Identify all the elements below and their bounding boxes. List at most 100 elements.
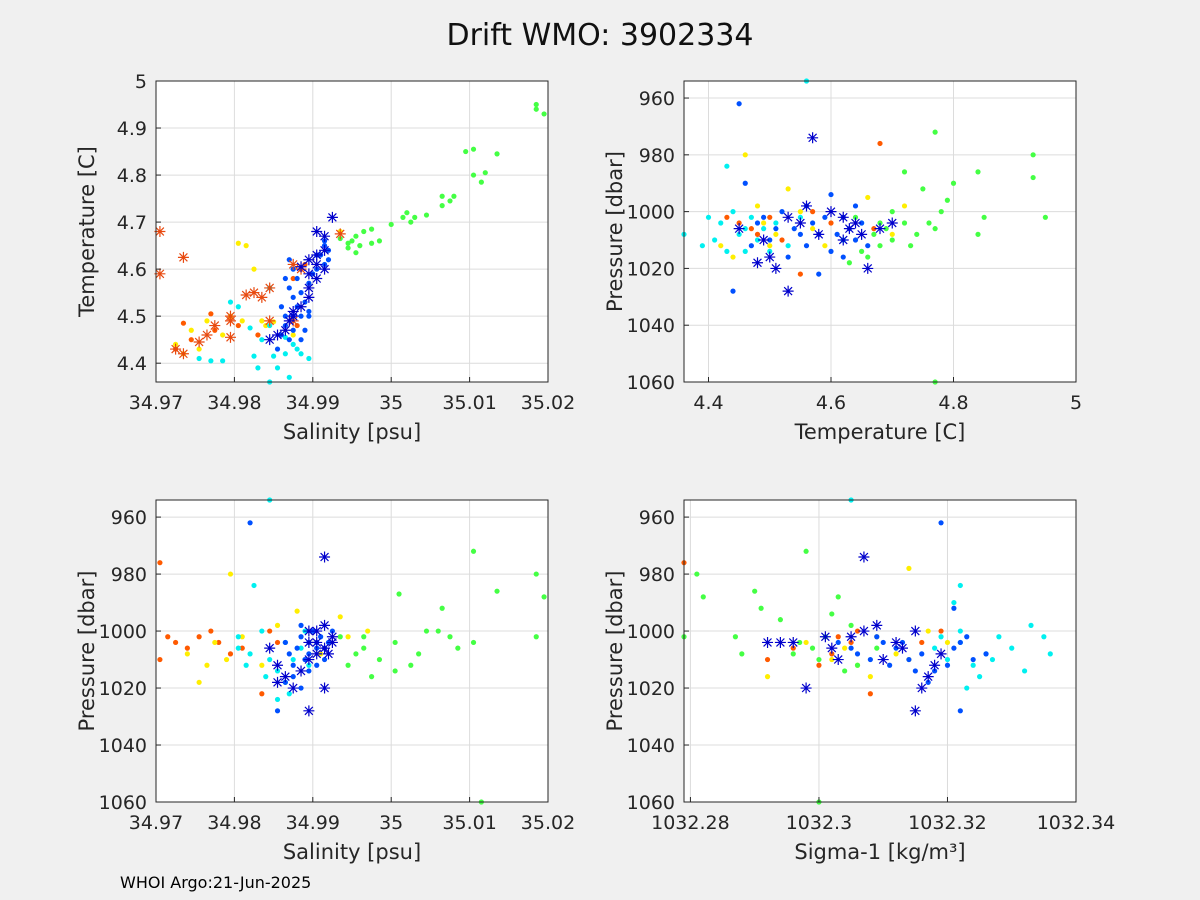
data-point [196, 346, 202, 352]
data-point [274, 365, 281, 371]
data-point [251, 582, 257, 589]
data-point [874, 634, 880, 640]
data-point [282, 639, 288, 646]
data-point [470, 172, 477, 178]
data-point [184, 651, 190, 657]
data-point [901, 169, 908, 175]
plot-area [156, 81, 548, 382]
data-point [204, 662, 210, 668]
data-point [267, 379, 273, 385]
data-marks [681, 497, 1053, 805]
star-marker [303, 654, 315, 666]
data-point [290, 327, 296, 333]
data-point [970, 656, 976, 663]
star-marker [311, 648, 323, 660]
y-tick-label: 1040 [99, 735, 147, 757]
data-point [294, 322, 300, 329]
data-point [754, 231, 761, 237]
data-point [840, 237, 846, 243]
data-point [259, 337, 265, 343]
data-point [412, 214, 418, 220]
data-point [944, 656, 951, 663]
y-axis-label: Pressure [dbar] [603, 151, 627, 312]
x-tick-label: 34.99 [286, 812, 340, 834]
data-point [767, 237, 773, 243]
dot-series-0 [681, 560, 944, 697]
dot-series-4 [846, 129, 1048, 385]
data-point [306, 313, 312, 319]
dot-series-2 [196, 285, 312, 385]
star-marker [264, 334, 276, 346]
star-marker [272, 659, 284, 671]
star-marker [283, 315, 295, 327]
data-point [748, 243, 754, 249]
data-point [848, 645, 854, 651]
data-point [874, 645, 880, 651]
star-marker [311, 625, 323, 637]
data-point [816, 656, 822, 663]
star-marker [871, 619, 883, 631]
data-point [889, 231, 895, 237]
y-tick-label: 4.6 [117, 259, 147, 281]
star-marker [856, 228, 868, 240]
dot-series-4 [681, 548, 880, 805]
data-point [865, 254, 871, 260]
data-point [255, 365, 261, 371]
star-marker [922, 671, 934, 683]
data-point [854, 651, 861, 657]
data-point [314, 252, 320, 258]
data-point [208, 311, 214, 317]
y-axis-label: Temperature [C] [75, 146, 99, 318]
x-axis-label: Salinity [psu] [283, 420, 421, 444]
y-tick-label: 1020 [99, 678, 147, 700]
star-marker [334, 228, 346, 240]
data-point [938, 628, 944, 634]
data-point [533, 571, 539, 577]
ticks: 4.4 4.6 4.8 5 960 980 1000 1020 1040 1060 [627, 88, 1082, 414]
data-point [294, 275, 300, 282]
data-point [243, 243, 249, 249]
star-marker [264, 642, 276, 654]
y-tick-label: 1060 [627, 372, 675, 394]
data-point [790, 645, 796, 651]
data-point [874, 634, 880, 640]
star-marker [862, 262, 874, 274]
data-point [840, 254, 846, 260]
data-point [859, 220, 865, 226]
star-marker [916, 682, 928, 694]
dot-series-0 [157, 560, 281, 697]
axes-box [155, 499, 549, 803]
data-point [290, 341, 296, 347]
data-point [235, 240, 241, 246]
data-point [822, 214, 828, 220]
data-point [983, 651, 989, 657]
y-tick-label: 980 [111, 564, 147, 586]
data-point [482, 170, 488, 176]
data-point [989, 656, 996, 663]
data-point [724, 248, 730, 254]
x-axis-label: Temperature [C] [794, 420, 966, 444]
data-point [791, 226, 797, 232]
data-point [785, 254, 791, 260]
data-point [906, 565, 912, 571]
data-point [470, 639, 477, 646]
data-point [889, 237, 895, 243]
x-tick-label: 1032.28 [651, 812, 730, 834]
data-point [854, 662, 861, 668]
x-tick-label: 35.02 [521, 392, 575, 414]
data-point [302, 327, 308, 333]
data-point [325, 257, 332, 263]
data-point [981, 214, 987, 220]
data-point [840, 214, 846, 220]
data-point [938, 634, 944, 640]
data-point [694, 571, 700, 577]
data-point [816, 231, 822, 237]
data-point [848, 497, 854, 503]
data-point [345, 240, 351, 246]
star-marker [240, 289, 252, 301]
star-marker [154, 226, 166, 237]
data-point [455, 645, 461, 651]
data-point [718, 243, 724, 249]
x-tick-label: 4.4 [693, 392, 723, 414]
